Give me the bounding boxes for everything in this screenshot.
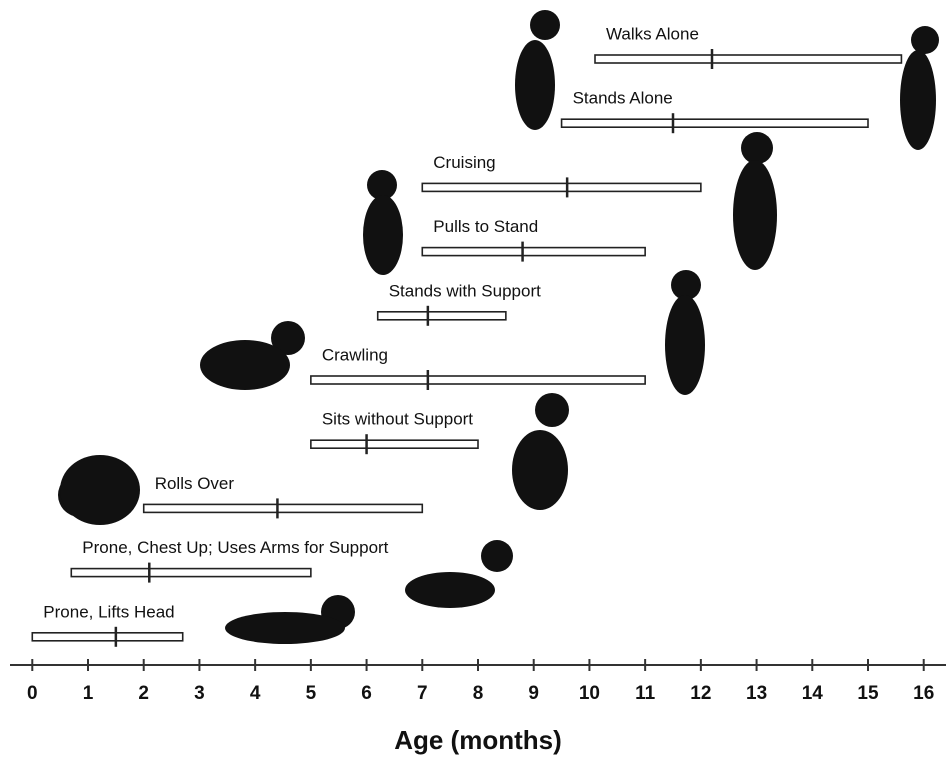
milestone-label: Cruising: [433, 153, 495, 172]
range-bar: [422, 183, 701, 191]
milestone-label: Walks Alone: [606, 24, 699, 43]
milestone-label: Rolls Over: [155, 474, 235, 493]
milestone-label: Prone, Lifts Head: [43, 602, 174, 621]
milestone-label: Stands Alone: [573, 89, 673, 108]
range-bar: [311, 376, 645, 384]
x-tick-label: 14: [802, 683, 824, 704]
milestone-label: Crawling: [322, 345, 388, 364]
x-tick-label: 4: [250, 683, 261, 704]
x-axis-title: Age (months): [394, 725, 562, 755]
x-tick-label: 1: [83, 683, 94, 704]
x-tick-label: 6: [361, 683, 372, 704]
x-tick-label: 3: [194, 683, 205, 704]
range-bar: [71, 569, 311, 577]
x-tick-label: 13: [746, 683, 767, 704]
milestone-label: Prone, Chest Up; Uses Arms for Support: [82, 538, 388, 557]
x-tick-label: 12: [690, 683, 711, 704]
range-bar: [422, 248, 645, 256]
range-bar: [378, 312, 506, 320]
milestone-label: Stands with Support: [389, 281, 541, 300]
range-bar: [311, 440, 478, 448]
range-bar: [144, 504, 423, 512]
x-tick-label: 10: [579, 683, 600, 704]
chart: Age (months) 012345678910111213141516Wal…: [0, 0, 946, 760]
x-tick-label: 9: [528, 683, 539, 704]
milestone-label: Pulls to Stand: [433, 217, 538, 236]
x-tick-label: 7: [417, 683, 428, 704]
milestone-label: Sits without Support: [322, 410, 473, 429]
x-tick-label: 0: [27, 683, 38, 704]
x-tick-label: 8: [473, 683, 484, 704]
x-tick-label: 2: [138, 683, 149, 704]
range-bar: [32, 633, 182, 641]
x-tick-label: 16: [913, 683, 934, 704]
range-bar: [595, 55, 901, 63]
x-tick-label: 11: [635, 683, 656, 704]
range-bar: [562, 119, 868, 127]
x-tick-label: 15: [857, 683, 879, 704]
x-tick-label: 5: [306, 683, 317, 704]
